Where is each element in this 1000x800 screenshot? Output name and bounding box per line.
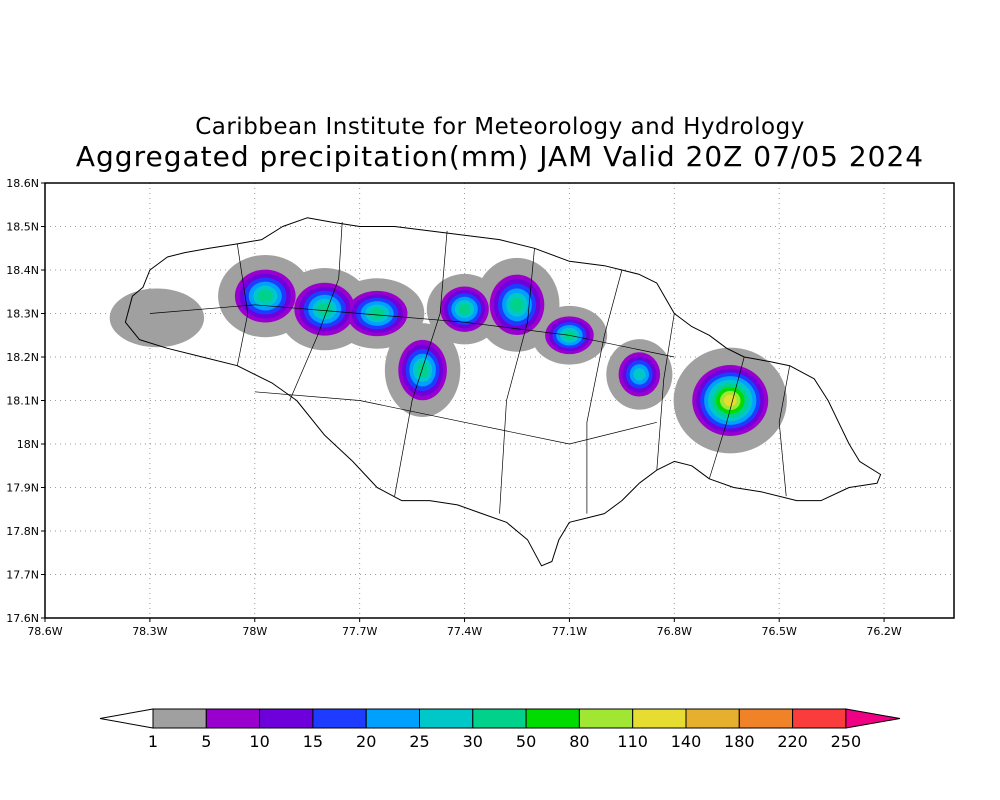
lon-tick-label: 77.1W bbox=[552, 625, 587, 638]
colorbar-low-arrow bbox=[99, 708, 154, 729]
lat-tick-label: 17.6N bbox=[6, 612, 39, 625]
longitude-axis: 78.6W 78.3W 78W 77.7W 77.4W 77.1W 76.8W 76.5W 76… bbox=[27, 618, 902, 638]
colorbar-segment bbox=[152, 708, 207, 729]
colorbar-segment bbox=[738, 708, 794, 729]
precip-contour bbox=[257, 289, 273, 303]
parish-boundary bbox=[254, 391, 657, 445]
colorbar-label: 250 bbox=[831, 732, 862, 751]
jamaica-coastline bbox=[124, 217, 882, 567]
colorbar-label: 220 bbox=[777, 732, 808, 751]
lat-tick-label: 18.5N bbox=[6, 221, 39, 234]
coastline bbox=[124, 217, 882, 567]
lon-tick-label: 76.2W bbox=[866, 625, 901, 638]
map-subtitle: Aggregated precipitation(mm) JAM Valid 2… bbox=[75, 140, 925, 173]
lat-tick-label: 18N bbox=[17, 438, 39, 451]
precip-contour bbox=[723, 394, 737, 407]
precip-contour bbox=[109, 288, 205, 348]
lat-tick-label: 18.1N bbox=[6, 395, 39, 408]
colorbar-label: 110 bbox=[617, 732, 648, 751]
precip-contour bbox=[458, 303, 471, 315]
lon-tick-label: 78.6W bbox=[27, 625, 62, 638]
latitude-axis: 18.6N 18.5N 18.4N 18.3N 18.2N 18.1N 18N 17.9N 17… bbox=[6, 177, 45, 625]
colorbar-segment bbox=[312, 708, 367, 729]
colorbar-label: 50 bbox=[516, 732, 536, 751]
colorbar-label: 15 bbox=[303, 732, 323, 751]
colorbar-label: 80 bbox=[569, 732, 589, 751]
colorbar: 1 5 10 15 20 25 30 50 80 110 140 180 220 250 bbox=[99, 708, 901, 751]
lat-tick-label: 18.3N bbox=[6, 308, 39, 321]
precip-contour bbox=[510, 297, 524, 313]
precip-contour bbox=[369, 308, 385, 319]
lon-tick-label: 77.4W bbox=[447, 625, 482, 638]
colorbar-label: 30 bbox=[463, 732, 483, 751]
colorbar-segment bbox=[632, 708, 687, 729]
precipitation-field bbox=[109, 254, 787, 454]
lon-tick-label: 76.5W bbox=[762, 625, 797, 638]
colorbar-label: 140 bbox=[671, 732, 702, 751]
parish-boundary bbox=[708, 356, 745, 479]
lat-tick-label: 18.4N bbox=[6, 264, 39, 277]
lat-tick-label: 18.6N bbox=[6, 177, 39, 190]
lon-tick-label: 78.3W bbox=[132, 625, 167, 638]
parish-boundary bbox=[289, 222, 343, 401]
grid-lines bbox=[44, 182, 954, 619]
lat-tick-label: 18.2N bbox=[6, 351, 39, 364]
precip-contour bbox=[317, 302, 333, 316]
colorbar-segment bbox=[578, 708, 634, 729]
colorbar-segment bbox=[792, 708, 847, 729]
map-title: Caribbean Institute for Meteorology and … bbox=[195, 114, 805, 140]
parish-boundary bbox=[236, 243, 249, 366]
parish-boundary bbox=[149, 304, 675, 358]
colorbar-label: 1 bbox=[148, 732, 158, 751]
precip-contour bbox=[416, 362, 429, 378]
precip-contour bbox=[633, 368, 646, 381]
lat-tick-label: 17.9N bbox=[6, 482, 39, 495]
colorbar-segment bbox=[472, 708, 527, 729]
colorbar-segment bbox=[685, 708, 740, 729]
colorbar-segment bbox=[419, 708, 474, 729]
map-frame bbox=[44, 182, 955, 619]
colorbar-segment bbox=[259, 708, 314, 729]
parish-boundary bbox=[499, 248, 535, 514]
colorbar-high-arrow bbox=[845, 708, 901, 729]
lon-tick-label: 78W bbox=[242, 625, 267, 638]
colorbar-label: 180 bbox=[724, 732, 755, 751]
parish-boundary bbox=[586, 269, 623, 514]
colorbar-segment bbox=[525, 708, 580, 729]
colorbar-segment bbox=[365, 708, 421, 729]
colorbar-label: 20 bbox=[356, 732, 376, 751]
lat-tick-label: 17.7N bbox=[6, 569, 39, 582]
colorbar-label: 5 bbox=[201, 732, 211, 751]
lon-tick-label: 76.8W bbox=[657, 625, 692, 638]
colorbar-label: 25 bbox=[409, 732, 429, 751]
lat-tick-label: 17.8N bbox=[6, 525, 39, 538]
parish-boundary bbox=[656, 313, 675, 471]
colorbar-segment bbox=[205, 708, 261, 729]
lon-tick-label: 77.7W bbox=[342, 625, 377, 638]
colorbar-label: 10 bbox=[249, 732, 269, 751]
parish-boundary bbox=[778, 365, 791, 497]
parish-boundary bbox=[394, 230, 448, 497]
